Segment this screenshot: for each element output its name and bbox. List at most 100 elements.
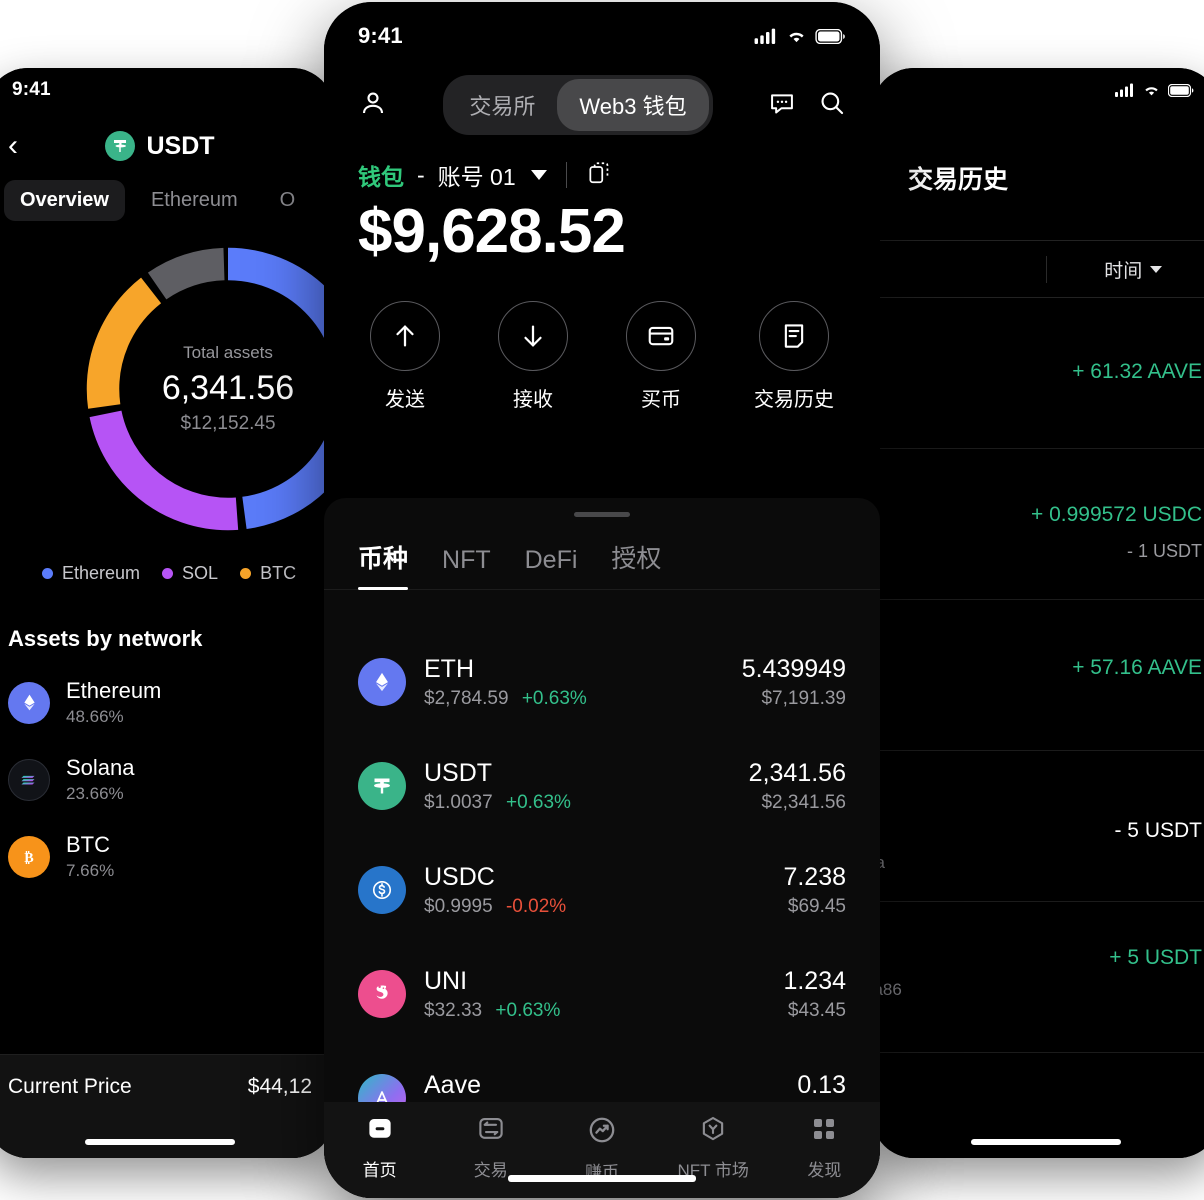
aave-icon [358, 1074, 406, 1102]
donut-caption: Total assets [183, 343, 273, 362]
tab-other[interactable]: O [279, 189, 296, 211]
quick-actions: 发送 接收 [324, 267, 880, 412]
tabbar-item-trade[interactable]: 交易 [435, 1114, 546, 1181]
donut-total-value: 6,341.56 [161, 369, 295, 407]
transaction-amount: + 61.32 AAVE [1072, 360, 1202, 383]
center-status-bar: 9:41 [324, 2, 880, 62]
svg-text:₿: ₿ [24, 850, 34, 866]
tab-tokens[interactable]: 币种 [358, 539, 409, 590]
tabbar-item-nft-market[interactable]: NFT 市场 [658, 1114, 769, 1181]
nft-icon [698, 1114, 728, 1149]
token-info: Aave $10.905 +0.63% [424, 1071, 759, 1103]
table-row[interactable]: + 5 USDT ba86 [872, 902, 1204, 1053]
filter-time-label: 时间 [1104, 260, 1143, 282]
swap-icon [476, 1114, 506, 1149]
table-row[interactable]: - 5 USDT 0a [872, 751, 1204, 902]
list-item[interactable]: Aave $10.905 +0.63% 0.13 $593.45 [324, 1046, 880, 1102]
chat-bubble-icon[interactable] [768, 89, 796, 122]
tabbar-item-discover[interactable]: 发现 [769, 1114, 880, 1181]
donut-center-label: Total assets 6,341.56 $12,152.45 [78, 239, 334, 539]
tabbar-label: 发现 [807, 1161, 842, 1180]
table-row[interactable]: + 0.999572 USDC - 1 USDT C [872, 449, 1204, 600]
home-indicator [971, 1139, 1121, 1145]
phone-right-transaction-history: 交易历史 时间 + 61.32 AAVE + 0.999572 USDC - 1 [872, 68, 1204, 1158]
bottom-tab-bar: 首页 交易 [324, 1102, 880, 1198]
search-icon[interactable] [818, 89, 846, 122]
tab-defi[interactable]: DeFi [524, 546, 578, 574]
phone-left-usdt-overview: 9:41 ‹ USDT Overview Ethereum O [0, 68, 334, 1158]
table-row[interactable]: + 61.32 AAVE [872, 298, 1204, 449]
network-row-solana[interactable]: Solana 23.66% [0, 741, 334, 818]
token-info: ETH $2,784.59 +0.63% [424, 655, 724, 710]
tabbar-item-earn[interactable]: 赚币 [546, 1114, 657, 1183]
cellular-icon [1115, 83, 1133, 97]
list-item[interactable]: USDC $0.9995 -0.02% 7.238 $69.45 [324, 838, 880, 942]
legend-swatch [162, 568, 174, 579]
left-nav-bar: ‹ USDT [0, 112, 334, 174]
copy-icon[interactable] [586, 160, 612, 191]
tab-nft[interactable]: NFT [442, 546, 491, 574]
document-icon [759, 301, 829, 371]
action-transaction-history[interactable]: 交易历史 [754, 301, 834, 412]
sheet-drag-handle[interactable] [574, 512, 630, 517]
tab-ethereum[interactable]: Ethereum [150, 189, 238, 211]
network-name: BTC [66, 832, 110, 857]
token-value: $2,341.56 [761, 791, 846, 813]
left-screen: 9:41 ‹ USDT Overview Ethereum O [0, 68, 334, 1158]
mode-segmented-control: 交易所 Web3 钱包 [443, 75, 713, 135]
filter-time[interactable]: 时间 [1045, 255, 1204, 283]
token-price: $2,784.59 [424, 687, 509, 709]
wallet-balance: $9,628.52 [358, 197, 626, 266]
token-amount: 1.234 [783, 966, 846, 995]
token-info: UNI $32.33 +0.63% [424, 967, 765, 1022]
list-item[interactable]: UNI $32.33 +0.63% 1.234 $43.45 [324, 942, 880, 1046]
battery-icon [815, 28, 845, 44]
token-info: USDC $0.9995 -0.02% [424, 863, 765, 918]
network-row-btc[interactable]: ₿ BTC 7.66% [0, 818, 334, 895]
transaction-sub-amount: - 1 USDT [1126, 541, 1202, 561]
table-row[interactable]: + 57.16 AAVE [872, 600, 1204, 751]
tabbar-item-home[interactable]: 首页 [324, 1114, 435, 1181]
network-row-ethereum[interactable]: Ethereum 48.66% [0, 664, 334, 741]
donut-total-usd: $12,152.45 [180, 413, 276, 434]
chevron-left-icon[interactable]: ‹ [8, 129, 18, 162]
action-send[interactable]: 发送 [370, 301, 440, 412]
action-receive[interactable]: 接收 [498, 301, 568, 412]
donut-svg [86, 247, 334, 531]
transaction-history-title: 交易历史 [908, 166, 1009, 194]
token-holdings: 0.13 $593.45 [777, 1071, 846, 1103]
action-buy[interactable]: 买币 [626, 301, 696, 412]
wifi-icon [789, 32, 804, 43]
asset-tab-row: 币种 NFT DeFi 授权 [324, 517, 880, 590]
person-icon[interactable] [358, 88, 388, 123]
legend-label: BTC [260, 563, 297, 583]
token-amount: 7.238 [783, 862, 846, 891]
tab-overview[interactable]: Overview [4, 180, 125, 221]
account-selector[interactable]: 钱包 - 账号 01 [324, 134, 880, 192]
network-info: BTC 7.66% [66, 832, 114, 881]
token-change: +0.63% [495, 999, 561, 1021]
current-price-label: Current Price [8, 1075, 132, 1098]
network-percent: 7.66% [66, 861, 115, 880]
network-name: Ethereum [66, 678, 162, 703]
transaction-amount: + 0.999572 USDC [1030, 503, 1202, 526]
phone-center-web3-wallet: 9:41 [324, 2, 880, 1198]
wifi-icon [1145, 87, 1158, 96]
token-price-row: $2,784.59 +0.63% [424, 688, 724, 710]
current-price-bar: Current Price $44,12 [0, 1054, 334, 1158]
tab-approvals[interactable]: 授权 [611, 545, 662, 573]
token-price: $32.33 [424, 999, 483, 1021]
transaction-list: + 61.32 AAVE + 0.999572 USDC - 1 USDT C … [872, 298, 1204, 1053]
token-holdings: 7.238 $69.45 [783, 863, 846, 918]
segment-exchange[interactable]: 交易所 [469, 94, 536, 119]
segment-web3-wallet[interactable]: Web3 钱包 [557, 79, 709, 131]
chevron-down-icon [1150, 265, 1163, 273]
token-price-row: $0.9995 -0.02% [424, 896, 765, 918]
legend-swatch [240, 568, 252, 579]
token-value: $69.45 [787, 895, 846, 917]
action-label: 买币 [641, 389, 681, 411]
list-item[interactable]: USDT $1.0037 +0.63% 2,341.56 $2,341.56 [324, 734, 880, 838]
legend-item-sol: SOL [162, 563, 218, 584]
list-item[interactable]: ETH $2,784.59 +0.63% 5.439949 $7,191.39 [324, 630, 880, 734]
